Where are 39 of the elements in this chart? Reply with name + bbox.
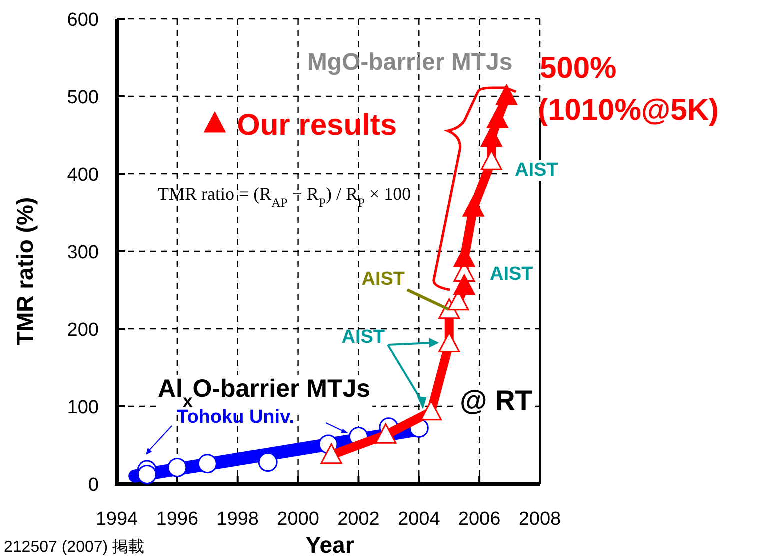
point: [486, 108, 508, 128]
x-tick-label: 2006: [458, 509, 501, 530]
annotation: TMR ratio = (R$_{AP}$ − R$_{P}$) / R$_{P}$ × 100: [158, 184, 412, 210]
point: [198, 454, 218, 474]
y-tick-label: 500: [67, 88, 99, 108]
x-tick-label: 2002: [338, 509, 380, 530]
x-tick-label: 1998: [216, 509, 259, 530]
annotation: AIST: [342, 327, 386, 348]
annotation: AIST: [362, 269, 406, 290]
point: [454, 274, 476, 296]
x-tick-label: 2004: [398, 509, 441, 530]
x-tick-label: 2008: [518, 509, 562, 530]
point: [320, 444, 342, 464]
annotation: MgO-barrier MTJs: [307, 49, 513, 76]
point: [480, 126, 502, 148]
annotation: (1010%@5K): [538, 94, 719, 127]
legend-label: Our results: [237, 109, 398, 142]
annotation: 500%: [540, 52, 617, 85]
annotation: AIST: [515, 160, 559, 181]
point: [462, 196, 484, 217]
x-axis-title: Year: [306, 532, 354, 558]
point: [496, 84, 518, 106]
annotation: @ RT: [460, 385, 532, 416]
y-axis-title: TMR ratio (%): [12, 197, 38, 346]
y-tick-label: 600: [67, 10, 99, 31]
x-tick-label: 1994: [96, 509, 139, 530]
y-tick-label: 0: [88, 475, 99, 496]
x-tick-label: 1996: [156, 509, 199, 530]
point: [258, 452, 278, 472]
x-tick-label: 2000: [277, 509, 320, 530]
y-tick-label: 200: [67, 320, 99, 341]
y-tick-label: 400: [67, 165, 99, 186]
point: [168, 458, 188, 478]
y-tick-label: 300: [67, 242, 99, 264]
annotation: AIST: [490, 264, 534, 285]
text: 212507 (2007) 掲載: [4, 538, 145, 556]
point: [375, 423, 397, 444]
point: [137, 464, 157, 484]
y-tick-label: 100: [67, 398, 99, 418]
